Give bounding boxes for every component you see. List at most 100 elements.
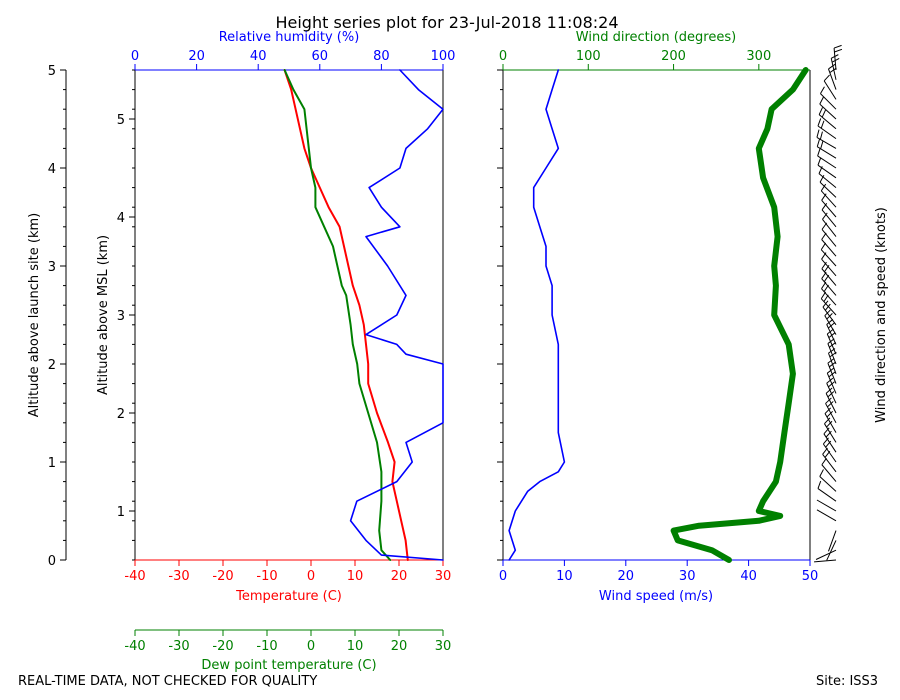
wind-barb-feather (826, 420, 833, 428)
rh-axis-tick-label: 40 (250, 49, 267, 64)
wind-barb-shaft (821, 464, 837, 482)
wind-barb-feather (819, 469, 824, 477)
wind-barb-shaft (821, 199, 837, 218)
footer-disclaimer: REAL-TIME DATA, NOT CHECKED FOR QUALITY (18, 674, 318, 689)
wind-barb-feather (833, 44, 842, 49)
wind-barb-feather (821, 109, 827, 118)
wind-barb-shaft (816, 499, 837, 512)
left-axis-tick-label: 5 (48, 64, 56, 79)
wind-barb-shaft (820, 190, 837, 208)
wind-barb-shaft (828, 530, 837, 552)
wind-barb-feather (819, 131, 823, 140)
wind-barb-shaft (819, 476, 837, 492)
left-axis-tick-label: 0 (48, 554, 56, 569)
wind-barb-shaft (821, 288, 837, 306)
wind-barb-feather (821, 193, 827, 201)
inner-axis-tick-label: 1 (117, 505, 125, 520)
dew-axis-tick-label: -30 (168, 639, 189, 654)
wind-barb-feather (817, 157, 822, 166)
wind-barb-shaft (823, 80, 837, 100)
wind-speed-line (508, 69, 566, 561)
inner-axis-tick-label: 5 (117, 113, 125, 128)
wind-barb-feather (828, 381, 835, 388)
wind-barbs (814, 44, 843, 563)
wind-barb-feather (817, 118, 822, 127)
temp-axis-tick-label: 10 (347, 569, 364, 584)
dew-axis-tick-label: -20 (212, 639, 233, 654)
dew-axis-tick-label: 10 (347, 639, 364, 654)
wind-barb-feather (829, 67, 837, 74)
inner-axis-tick-label: 3 (117, 309, 125, 324)
wind-barb-feather (817, 148, 821, 157)
temp-axis-tick-label: -10 (256, 569, 277, 584)
wind-barb-shaft (821, 239, 837, 257)
wind-barb-shaft (826, 540, 837, 561)
dew-axis-label: Dew point temperature (C) (201, 658, 376, 673)
wind-barb-feather (827, 401, 834, 408)
wspd-axis-tick-label: 50 (802, 569, 819, 584)
wind-barb-feather (821, 202, 828, 211)
left-axis-tick-label: 3 (48, 260, 56, 275)
wind-barb-feather (825, 387, 833, 394)
dew-axis-tick-label: -40 (124, 639, 145, 654)
left-axis-label: Altitude above launch site (km) (27, 213, 42, 417)
dew-axis-tick-label: -10 (256, 639, 277, 654)
inner-axis-tick-label: 2 (117, 407, 125, 422)
wind-barb-feather (824, 303, 831, 311)
wind-barb-shaft (816, 136, 837, 149)
relative-humidity-line (349, 69, 444, 561)
wind-barb-feather (820, 120, 825, 129)
wind-barb-feather (817, 480, 822, 489)
left-axis-tick-label: 4 (48, 162, 56, 177)
plot-title: Height series plot for 23-Jul-2018 11:08… (275, 13, 618, 32)
wdir-axis-tick-label: 300 (746, 49, 771, 64)
wind-barb-feather (819, 174, 825, 183)
wspd-axis-tick-label: 30 (679, 569, 696, 584)
wdir-axis-tick-label: 100 (576, 49, 601, 64)
wdir-axis-tick-label: 0 (499, 49, 507, 64)
wind-barb-feather (826, 377, 834, 384)
wind-barb-feather (824, 417, 831, 425)
rh-axis-tick-label: 20 (188, 49, 205, 64)
wspd-axis-tick-label: 40 (740, 569, 757, 584)
wind-barb-shaft (820, 249, 837, 267)
rh-axis-tick-label: 80 (373, 49, 390, 64)
wind-barb-shaft (828, 352, 837, 374)
wind-barb-feather (825, 397, 832, 404)
wind-barb-shaft (818, 173, 837, 188)
wind-barb-feather (823, 427, 830, 435)
wind-barb-feather (826, 410, 833, 418)
wind-barb-shaft (824, 423, 837, 443)
wind-barb-shaft (814, 559, 837, 563)
wind-barb-feather (818, 107, 823, 115)
dew-axis-tick-label: 0 (307, 639, 315, 654)
wspd-axis-tick-label: 20 (618, 569, 635, 584)
inner-axis-tick-label: 4 (117, 211, 125, 226)
temp-axis-tick-label: 30 (435, 569, 452, 584)
wind-barb-shaft (822, 218, 837, 237)
wdir-axis-label: Wind direction (degrees) (576, 30, 736, 45)
left-axis-tick-label: 2 (48, 358, 56, 373)
wdir-axis-tick-label: 200 (661, 49, 686, 64)
wind-barb-feather (821, 457, 827, 466)
wind-barb-feather (828, 322, 835, 329)
wind-barb-shaft (828, 68, 837, 90)
footer-site: Site: ISS3 (816, 674, 879, 689)
wind-panel-frame (502, 69, 811, 561)
rh-axis-tick-label: 0 (131, 49, 139, 64)
temp-axis-tick-label: -40 (124, 569, 145, 584)
wind-barb-shaft (817, 146, 837, 159)
wind-barb-shaft (819, 181, 837, 198)
wind-barb-feather (820, 86, 825, 94)
rh-axis-label: Relative humidity (%) (219, 30, 360, 45)
dew-point-line (283, 69, 392, 561)
wind-barb-shaft (819, 103, 837, 120)
rh-axis-tick-label: 60 (312, 49, 329, 64)
wspd-axis-tick-label: 0 (499, 569, 507, 584)
left-axis-tick-label: 1 (48, 456, 56, 471)
wind-barb-feather (827, 391, 835, 398)
wind-barb-shaft (821, 258, 837, 277)
wind-barb-shaft (817, 164, 837, 179)
temp-axis-tick-label: -30 (168, 569, 189, 584)
